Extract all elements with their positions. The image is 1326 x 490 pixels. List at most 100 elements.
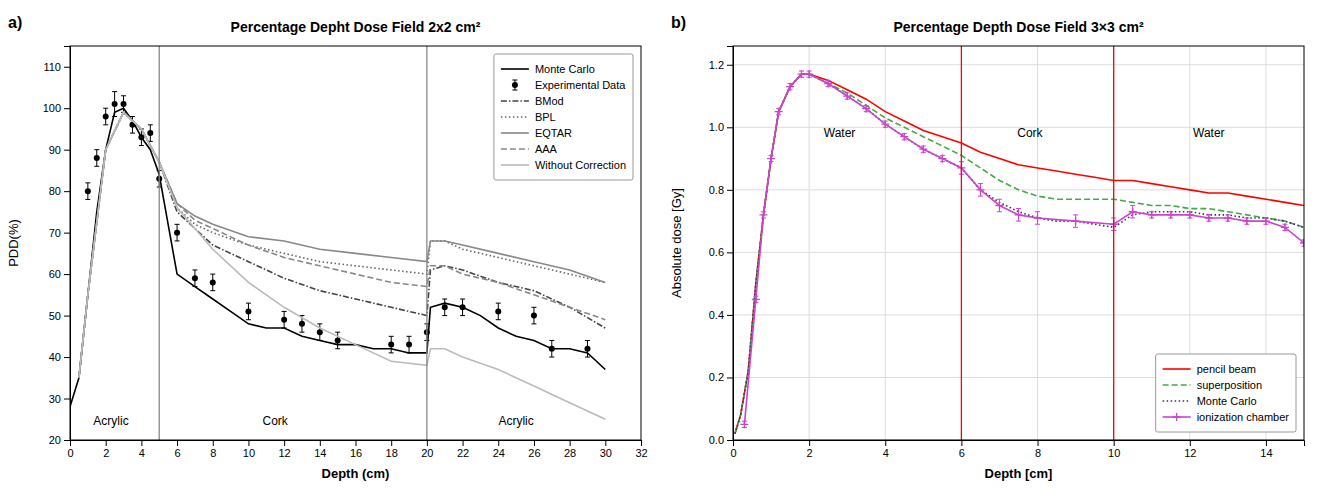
marker [147,130,153,136]
marker [919,145,927,153]
boundary-line [961,46,962,440]
point [976,186,984,194]
legend-label: ionization chamber [1197,411,1290,423]
marker [388,342,394,348]
tick: 0.6 [709,246,733,258]
tick-label: 50 [49,310,61,322]
error-bar [282,311,287,328]
point [388,342,394,348]
tick: 4 [883,440,889,459]
tick-mark [391,440,392,446]
axis-line [71,441,642,447]
legend-swatch [501,68,529,70]
tick-mark [64,357,70,358]
error-bar [175,224,180,241]
y-axis: 0.00.20.40.60.81.01.2 [709,47,734,447]
region-label: Cork [263,414,289,428]
tick-mark [427,440,428,446]
tick-label: 0.6 [709,246,724,258]
tick: 90 [49,144,70,156]
marker [1148,211,1156,219]
tick-mark [1266,440,1267,446]
tick: 30 [600,440,612,459]
legend-item: superposition [1163,379,1262,391]
tick-mark [727,252,733,253]
tick-label: 24 [493,447,505,459]
point [900,133,908,141]
tick-mark [64,150,70,151]
marker [824,80,832,88]
region-label: Cork [1017,126,1043,140]
error-bar [407,336,412,353]
point [1015,211,1023,219]
marker [281,317,287,323]
legend-swatch [512,80,517,90]
legend-swatch [501,132,529,134]
point [335,337,341,343]
tick: 0 [730,440,736,459]
tick: 32 [635,440,647,459]
marker [210,279,216,285]
x-axis: 02468101214 [730,440,1304,459]
legend-item: ionization chamber [1163,411,1290,423]
tick: 100 [43,102,70,114]
tick: 22 [457,440,469,459]
tick-label: 2 [103,447,109,459]
legend-label: superposition [1197,379,1262,391]
legend-swatch [1173,413,1181,421]
tick: 0.4 [709,309,733,321]
tick: 6 [959,440,965,459]
tick-mark [248,440,249,446]
tick-label: 6 [959,447,965,459]
point [1034,214,1042,222]
marker [112,101,118,107]
tick-mark [320,440,321,446]
tick-label: 30 [49,393,61,405]
boundary-line [1113,46,1114,440]
series-line [735,74,1304,434]
region-label: Water [824,126,856,140]
panel: 0246810121416182022242628303220304050607… [6,14,648,481]
plot-frame [733,46,1304,440]
legend-swatch [512,82,518,88]
region-label: Acrylic [93,414,128,428]
marker [938,155,946,163]
marker [1262,217,1270,225]
point [460,304,466,310]
tick-label: 0 [730,447,736,459]
point [174,230,180,236]
boundary-line [159,46,160,440]
panel-label: a) [8,14,22,31]
point [1243,217,1251,225]
tick-label: 80 [49,185,61,197]
series [735,74,1304,434]
tick: 14 [1260,440,1272,459]
marker [1072,217,1080,225]
marker [740,420,748,428]
series [735,74,1304,434]
legend-label: Monte Carlo [535,63,595,75]
error-bar [94,150,99,167]
legend-box [1156,354,1296,432]
tick: 2 [103,440,109,459]
tick-label: 18 [386,447,398,459]
marker [299,321,305,327]
series-line [735,74,1304,434]
point [1300,239,1304,247]
x-axis-title: Depth [cm] [985,466,1053,481]
point [495,308,501,314]
point [995,201,1003,209]
marker [1243,217,1251,225]
legend-marker [1173,413,1181,421]
tick-label: 16 [350,447,362,459]
tick: 8 [210,440,216,459]
tick: 0.8 [709,184,733,196]
point [881,120,889,128]
marker [775,108,783,116]
point [767,155,775,163]
tick-mark [727,127,733,128]
tick-label: 14 [314,447,326,459]
x-axis: 02468101214161820222426283032 [67,440,647,459]
marker [1205,214,1213,222]
tick-mark [64,316,70,317]
